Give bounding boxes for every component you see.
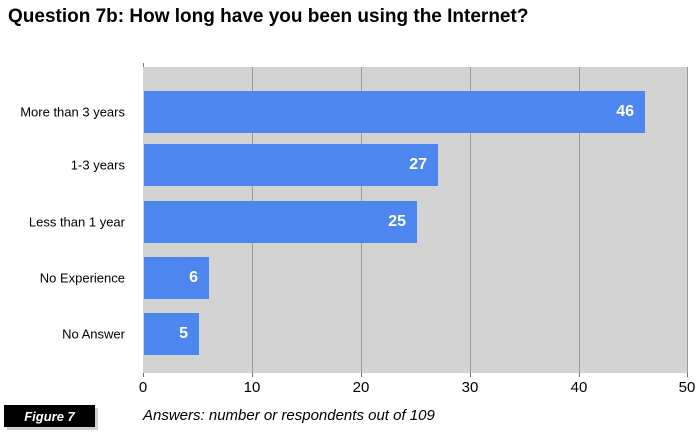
x-tick-mark (361, 373, 362, 377)
gridline (687, 67, 688, 373)
figure-label: Figure 7 (24, 408, 75, 424)
x-tick-mark (252, 373, 253, 377)
x-tick-mark (579, 373, 580, 377)
category-label: No Experience (39, 270, 125, 286)
gridline (579, 67, 580, 373)
bar-value-label: 5 (179, 325, 188, 342)
x-tick-label: 10 (243, 379, 261, 396)
plot-area: 46 27 25 6 5 (143, 67, 688, 377)
bar-value-label: 46 (616, 103, 634, 120)
bar-1-3-years: 27 (144, 144, 438, 186)
x-tick-mark (687, 373, 688, 377)
chart-title: Question 7b: How long have you been usin… (8, 6, 529, 27)
x-tick-label: 40 (570, 379, 588, 396)
chart-caption: Answers: number or respondents out of 10… (143, 407, 435, 424)
category-label: 1-3 years (70, 157, 125, 173)
bar-value-label: 25 (388, 213, 406, 230)
x-tick-mark (470, 373, 471, 377)
x-tick-label: 0 (138, 379, 148, 396)
category-label: No Answer (62, 326, 125, 342)
x-tick-mark (143, 373, 144, 377)
x-tick-label: 50 (678, 379, 696, 396)
x-tick-label: 20 (352, 379, 370, 396)
bar-no-answer: 5 (144, 313, 199, 355)
bar-less-than-1-year: 25 (144, 201, 417, 243)
bar-more-than-3-years: 46 (144, 91, 645, 133)
category-label: More than 3 years (20, 104, 125, 120)
category-label: Less than 1 year (28, 214, 125, 230)
bar-value-label: 6 (189, 269, 198, 286)
figure-label-box: Figure 7 (4, 405, 95, 427)
bar-value-label: 27 (409, 156, 427, 173)
bar-no-experience: 6 (144, 257, 209, 299)
x-tick-label: 30 (461, 379, 479, 396)
gridline (470, 67, 471, 373)
